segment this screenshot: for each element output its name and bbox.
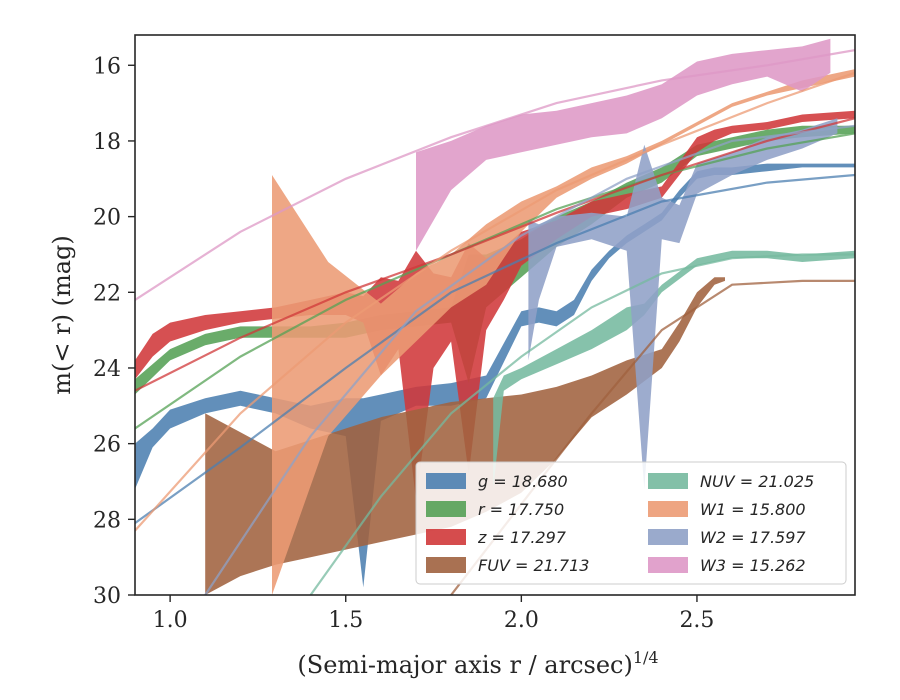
legend-label-w2: W2 = 17.597 bbox=[700, 528, 806, 547]
x-tick-label: 1.0 bbox=[153, 608, 188, 633]
band-w1 bbox=[272, 69, 855, 595]
legend-label-nuv: NUV = 21.025 bbox=[700, 472, 814, 491]
legend-swatch-w3 bbox=[648, 557, 688, 573]
fit-curve-g bbox=[135, 173, 855, 524]
x-tick-label: 2.0 bbox=[504, 608, 539, 633]
y-axis-ticks: 16 18 20 22 24 26 28 30 bbox=[93, 54, 135, 609]
legend-swatch-w1 bbox=[648, 501, 688, 517]
data-bands bbox=[135, 38, 855, 595]
fit-curve-w3 bbox=[135, 49, 855, 301]
legend-label-w3: W3 = 15.262 bbox=[700, 556, 806, 575]
fit-curve-w1 bbox=[135, 71, 855, 532]
y-tick-label: 16 bbox=[93, 54, 121, 79]
y-tick-label: 28 bbox=[93, 508, 121, 533]
y-axis-title: m(< r) (mag) bbox=[48, 235, 76, 394]
x-axis-title-exponent: 1/4 bbox=[633, 648, 659, 667]
legend-swatch-fuv bbox=[426, 557, 466, 573]
legend-label-w1: W1 = 15.800 bbox=[700, 500, 806, 519]
x-axis-ticks: 1.0 1.5 2.0 2.5 bbox=[153, 595, 714, 633]
fit-curve-nuv bbox=[309, 253, 855, 595]
legend-label-fuv: FUV = 21.713 bbox=[478, 556, 589, 575]
legend-swatch-z bbox=[426, 529, 466, 545]
legend-label-g: g = 18.680 bbox=[478, 472, 568, 491]
x-axis-title: (Semi-major axis r / arcsec)1/4 bbox=[297, 648, 658, 679]
y-tick-label: 26 bbox=[93, 433, 121, 458]
y-tick-label: 18 bbox=[93, 130, 121, 155]
legend-swatch-r bbox=[426, 501, 466, 517]
fit-curve-r bbox=[135, 132, 855, 430]
y-tick-label: 30 bbox=[93, 584, 121, 609]
band-fuv bbox=[205, 277, 725, 595]
legend-swatch-g bbox=[426, 473, 466, 489]
y-tick-label: 22 bbox=[93, 281, 121, 306]
y-tick-label: 20 bbox=[93, 206, 121, 231]
fit-curve-w2 bbox=[204, 124, 855, 595]
band-w3 bbox=[416, 38, 831, 251]
legend: g = 18.680 r = 17.750 z = 17.297 FUV = 21.7… bbox=[415, 461, 847, 585]
legend-box bbox=[415, 461, 847, 585]
legend-label-r: r = 17.750 bbox=[478, 500, 564, 519]
y-tick-label: 24 bbox=[93, 357, 121, 382]
fit-curves bbox=[135, 49, 855, 595]
legend-swatch-nuv bbox=[648, 473, 688, 489]
x-tick-label: 1.5 bbox=[328, 608, 363, 633]
x-tick-label: 2.5 bbox=[679, 608, 714, 633]
band-g bbox=[135, 163, 855, 588]
legend-label-z: z = 17.297 bbox=[477, 528, 567, 547]
legend-swatch-w2 bbox=[648, 529, 688, 545]
plot-frame bbox=[134, 34, 856, 596]
fit-curve-z bbox=[135, 117, 855, 392]
band-z bbox=[135, 110, 855, 501]
